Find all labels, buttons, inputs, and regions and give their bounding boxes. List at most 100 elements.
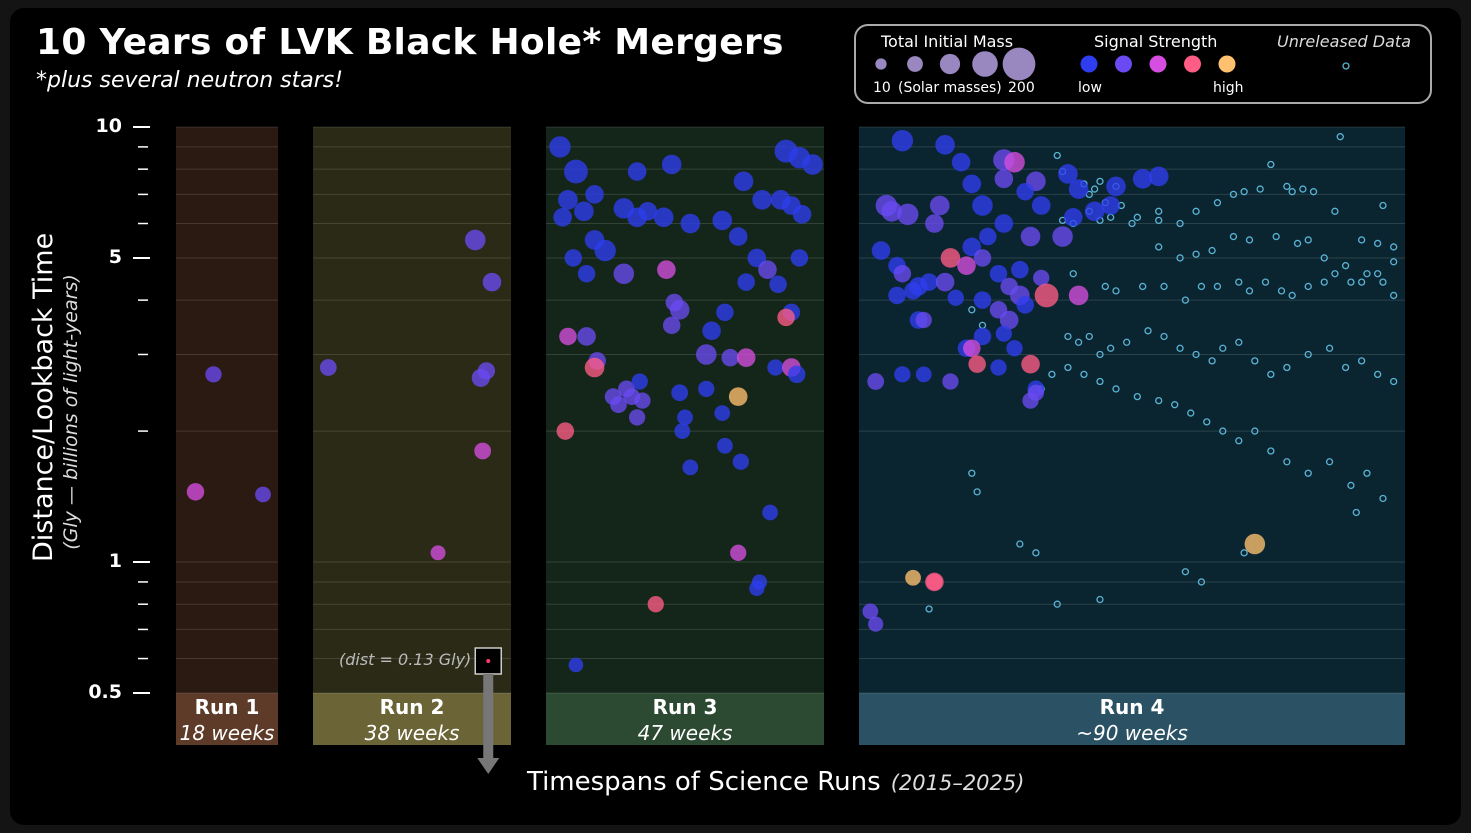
legend-signal-high: high <box>1213 80 1244 96</box>
unreleased-event-marker <box>1235 338 1243 346</box>
run-duration-label: ~90 weeks <box>1076 721 1188 745</box>
merger-event-marker <box>893 264 912 283</box>
merger-event-marker <box>564 159 588 184</box>
y-tick-label: 1 <box>108 550 122 573</box>
unreleased-event-marker <box>1251 427 1259 435</box>
merger-event-marker <box>1004 151 1025 173</box>
unreleased-event-marker <box>1304 282 1312 291</box>
run-label-band <box>546 693 824 745</box>
merger-event-marker <box>430 545 446 561</box>
unreleased-event-marker <box>1160 282 1168 291</box>
unreleased-event-marker <box>1357 278 1366 286</box>
merger-event-marker <box>584 357 605 378</box>
unreleased-event-marker <box>1139 282 1147 291</box>
merger-event-marker <box>995 325 1012 342</box>
legend-signal-dot <box>1115 55 1132 73</box>
merger-event-marker <box>553 208 572 227</box>
merger-event-marker <box>613 263 635 284</box>
unreleased-event-marker <box>1064 332 1072 341</box>
merger-event-marker <box>935 135 955 155</box>
unreleased-event-marker <box>1363 469 1371 477</box>
merger-event-marker <box>674 423 691 439</box>
unreleased-event-marker <box>1155 243 1163 251</box>
legend-signal-dot <box>1149 55 1167 73</box>
unreleased-event-marker <box>1181 296 1190 304</box>
merger-event-marker <box>728 227 748 246</box>
merger-event-marker <box>925 214 944 233</box>
merger-event-marker <box>787 365 806 384</box>
y-tick-label: 5 <box>108 245 122 268</box>
y-tick-label: 0.5 <box>88 681 122 703</box>
unreleased-event-marker <box>1133 213 1141 221</box>
merger-event-marker <box>1244 533 1266 555</box>
legend-mass-unit: (Solar masses) <box>898 80 1002 96</box>
unreleased-event-marker <box>1240 188 1248 196</box>
unreleased-event-marker <box>1390 291 1398 300</box>
run-duration-label: 18 weeks <box>179 721 275 745</box>
unreleased-event-marker <box>1016 540 1024 548</box>
merger-event-marker <box>989 301 1008 319</box>
run-name-label: Run 4 <box>1099 695 1165 719</box>
merger-event-marker <box>802 154 823 175</box>
unreleased-event-marker <box>973 488 981 496</box>
unreleased-event-marker <box>1240 549 1248 557</box>
merger-event-marker <box>712 210 733 231</box>
merger-event-marker <box>736 348 756 367</box>
merger-event-marker <box>769 275 787 294</box>
merger-event-marker <box>662 316 681 335</box>
merger-event-marker <box>752 190 772 210</box>
legend-mass-min: 10 <box>873 80 891 96</box>
unreleased-event-marker <box>1245 236 1254 244</box>
merger-event-marker <box>653 207 674 228</box>
unreleased-event-marker <box>1219 344 1227 352</box>
merger-event-marker <box>963 339 981 358</box>
run-label-band <box>176 693 278 745</box>
merger-event-marker <box>1132 169 1153 189</box>
run-label-band <box>313 693 511 745</box>
merger-event-marker <box>862 603 879 620</box>
merger-event-marker <box>968 355 986 373</box>
merger-event-marker <box>973 327 992 346</box>
y-axis-sublabel: (Gly — billions of light-years) <box>60 274 82 550</box>
merger-event-marker <box>628 409 646 426</box>
unreleased-event-marker <box>1123 338 1131 346</box>
unreleased-event-marker <box>1096 377 1104 386</box>
x-axis-label: Timespans of Science Runs <box>527 767 881 797</box>
unreleased-event-marker <box>1197 578 1206 586</box>
merger-event-marker <box>994 169 1014 189</box>
merger-event-marker <box>1068 179 1089 199</box>
x-axis-title: Timespans of Science Runs (2015–2025) <box>527 767 1024 797</box>
merger-event-marker <box>669 300 690 320</box>
unreleased-event-marker <box>1128 219 1136 228</box>
unreleased-event-marker <box>1032 549 1040 557</box>
merger-event-marker <box>677 409 693 426</box>
unreleased-event-marker <box>1208 357 1216 365</box>
merger-event-marker <box>1052 226 1073 247</box>
chart-title: 10 Years of LVK Black Hole* Mergers <box>36 22 784 63</box>
unreleased-event-marker <box>1203 418 1211 426</box>
unreleased-event-marker <box>1267 160 1275 169</box>
unreleased-event-marker <box>1213 199 1222 207</box>
unreleased-event-marker <box>1155 216 1163 225</box>
merger-event-marker <box>1020 226 1041 247</box>
unreleased-event-marker <box>1251 357 1259 365</box>
unreleased-event-marker <box>1347 481 1355 490</box>
merger-event-marker <box>962 174 982 194</box>
merger-event-marker <box>556 422 575 440</box>
merger-event-marker <box>894 366 911 383</box>
unreleased-event-marker <box>1256 185 1264 193</box>
unreleased-event-marker <box>1379 201 1387 210</box>
unreleased-event-marker <box>1373 370 1382 379</box>
merger-event-marker <box>682 459 699 476</box>
y-tick-label: 10 <box>95 115 122 137</box>
merger-event-marker <box>568 657 584 673</box>
run-label-band <box>859 693 1405 745</box>
unreleased-event-marker <box>1208 246 1216 255</box>
unreleased-event-marker <box>1181 568 1190 576</box>
merger-event-marker <box>1068 285 1089 306</box>
unreleased-event-marker <box>1096 595 1104 604</box>
merger-event-marker <box>1016 296 1034 314</box>
unreleased-event-marker <box>1357 236 1366 244</box>
unreleased-event-marker <box>1080 370 1088 379</box>
